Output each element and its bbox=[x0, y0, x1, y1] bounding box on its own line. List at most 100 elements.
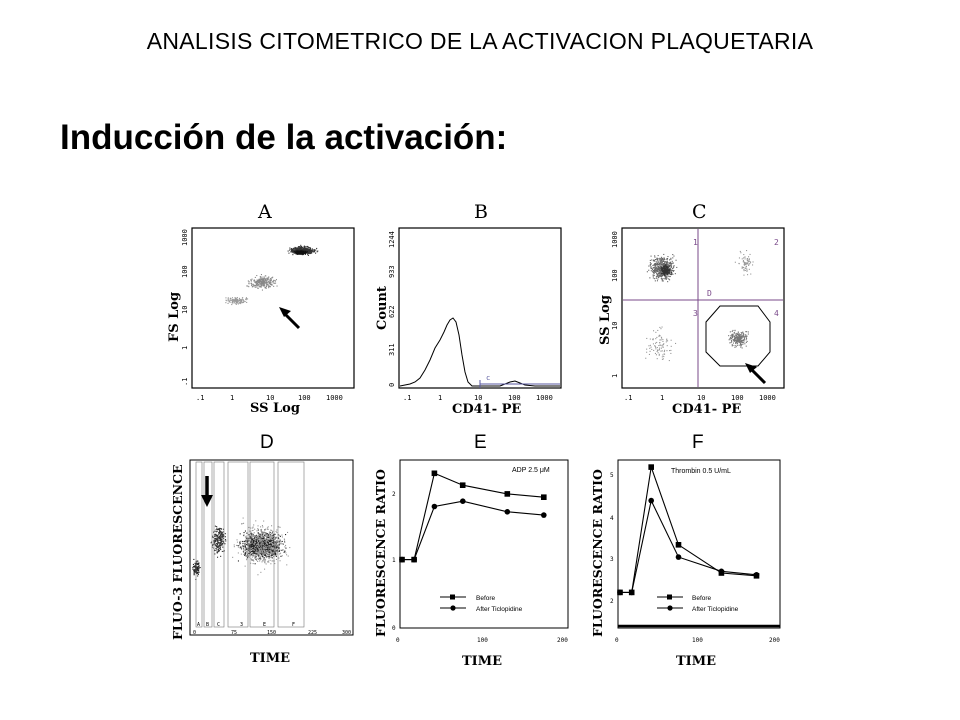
panel-c-gate bbox=[705, 305, 771, 367]
panel-f-ytick: 3 bbox=[610, 556, 614, 563]
chart-f-point bbox=[648, 497, 654, 504]
chart-e-point bbox=[504, 509, 511, 515]
panel-b-ylabel: Count bbox=[375, 286, 390, 330]
panel-d-xtick: 0 bbox=[193, 630, 196, 636]
panel-b-ytick: 1244 bbox=[388, 231, 396, 248]
panel-c-quadrant: 2 bbox=[774, 238, 779, 247]
chart-f-point bbox=[628, 589, 635, 596]
chart-e-series-line-1 bbox=[402, 500, 544, 561]
panel-f-chart bbox=[617, 464, 760, 596]
panel-a-xtick: .1 bbox=[196, 394, 204, 402]
chart-f-point bbox=[675, 554, 682, 560]
chart-f-point bbox=[675, 542, 682, 548]
chart-e-point bbox=[431, 503, 438, 510]
panel-a-xtick: 10 bbox=[266, 394, 274, 402]
panel-e-ytick: 0 bbox=[392, 625, 396, 632]
panel-c-xtick: .1 bbox=[624, 394, 632, 402]
panel-c-xtick: 1000 bbox=[759, 394, 776, 402]
panel-a-ytick: 1 bbox=[181, 346, 189, 350]
panel-letter-c: C bbox=[692, 201, 707, 223]
panel-b-xtick: 1 bbox=[438, 394, 442, 402]
chart-f-series-line-0 bbox=[620, 466, 757, 593]
panel-letter-b: B bbox=[474, 201, 488, 223]
panel-b-ytick: 311 bbox=[388, 343, 396, 356]
panel-c-ytick: 10 bbox=[611, 322, 619, 330]
panel-a-ytick: 10 bbox=[181, 306, 189, 314]
panel-e-annotation: ADP 2.5 μM bbox=[512, 467, 550, 474]
panel-e-legend-label: Before bbox=[476, 595, 496, 602]
panel-c-ytick: 1000 bbox=[611, 231, 619, 248]
panel-d-segment: E bbox=[263, 622, 266, 628]
panel-c-xtick: 100 bbox=[731, 394, 744, 402]
panel-f-xtick: 100 bbox=[692, 637, 703, 644]
arrow-icon bbox=[279, 307, 301, 330]
panel-b-ytick: 933 bbox=[388, 265, 396, 278]
panel-c-xlabel: CD41- PE bbox=[672, 402, 741, 417]
panel-f-ytick: 2 bbox=[610, 598, 614, 605]
panel-e: ADP 2.5 μM Before After Ticlopidine 0 10… bbox=[373, 459, 569, 669]
panel-b-gate-label: c bbox=[486, 374, 490, 382]
panel-f: Thrombin 0.5 U/mL Before After Ticlopidi… bbox=[590, 459, 781, 669]
panel-a-scatter bbox=[225, 244, 319, 306]
panel-f-xtick: 200 bbox=[769, 637, 780, 644]
panel-f-frame bbox=[617, 459, 781, 629]
panel-d-xtick: 225 bbox=[308, 630, 317, 636]
panel-e-ylabel: FLUORESCENCE RATIO bbox=[373, 469, 388, 637]
panel-d-xtick: 75 bbox=[231, 630, 237, 636]
panel-d-segments bbox=[195, 461, 305, 628]
panel-f-annotation: Thrombin 0.5 U/mL bbox=[671, 468, 731, 475]
arrow-icon bbox=[745, 363, 767, 385]
panel-letter-e: E bbox=[474, 432, 487, 453]
panel-c-xtick: 1 bbox=[660, 394, 664, 402]
panel-c-frame bbox=[621, 227, 785, 389]
chart-e-point bbox=[411, 556, 417, 563]
panel-d-segment: 3 bbox=[240, 622, 243, 628]
panel-d-ylabel: FLUO-3 FLUORESCENCE bbox=[170, 464, 185, 640]
panel-f-legend: Before After Ticlopidine bbox=[657, 594, 739, 613]
panel-b: c .1 1 10 100 1000 CD41- PE 0 311 622 93… bbox=[375, 227, 562, 417]
panel-d-segment: C bbox=[217, 622, 220, 628]
chart-e-point bbox=[541, 494, 547, 500]
panel-c-quadrant: 4 bbox=[774, 309, 779, 318]
panel-f-legend-label: After Ticlopidine bbox=[692, 606, 739, 613]
panel-d-segment: B bbox=[206, 622, 209, 628]
panel-c-quadrant: 3 bbox=[693, 309, 698, 318]
panel-a-ytick: 100 bbox=[181, 265, 189, 278]
panel-a-xtick: 1 bbox=[230, 394, 234, 402]
panel-b-ytick: 0 bbox=[388, 383, 396, 387]
panel-b-xlabel: CD41- PE bbox=[452, 402, 521, 417]
chart-e-series-line-0 bbox=[402, 472, 544, 561]
panel-e-chart bbox=[399, 470, 547, 563]
panel-c: 1 2 3 4 D .1 1 10 100 1000 CD41- PE 1 10… bbox=[598, 227, 785, 417]
panel-d: A B C 3 E F 0 75 150 225 300 TIME FLUO-3… bbox=[170, 459, 354, 666]
panel-letter-d: D bbox=[260, 432, 274, 453]
chart-e-point bbox=[541, 512, 547, 518]
panel-e-xtick: 100 bbox=[477, 637, 488, 644]
panel-e-frame bbox=[399, 459, 569, 629]
chart-f-point bbox=[753, 572, 760, 578]
panel-a: .1 1 10 100 1000 SS Log .1 1 10 100 1000… bbox=[167, 227, 355, 416]
panel-d-xtick: 300 bbox=[342, 630, 351, 636]
panel-letter-a: A bbox=[257, 201, 272, 223]
panel-b-histogram bbox=[399, 317, 560, 387]
chart-e-point bbox=[459, 482, 466, 488]
chart-f-point bbox=[648, 464, 654, 470]
chart-e-point bbox=[431, 470, 438, 477]
slide-subtitle: Inducción de la activación: bbox=[60, 118, 508, 157]
panel-c-ylabel: SS Log bbox=[598, 295, 613, 345]
panel-a-ytick: 1000 bbox=[181, 229, 189, 246]
panel-a-xtick: 1000 bbox=[326, 394, 343, 402]
panel-b-xtick: 1000 bbox=[536, 394, 553, 402]
panel-b-ytick: 622 bbox=[388, 305, 396, 318]
panel-b-xtick: .1 bbox=[403, 394, 411, 402]
panel-c-ytick: 1 bbox=[611, 374, 619, 378]
panel-e-ytick: 1 bbox=[392, 557, 396, 564]
panel-a-xlabel: SS Log bbox=[250, 401, 300, 416]
panel-e-xtick: 200 bbox=[557, 637, 568, 644]
chart-e-point bbox=[504, 491, 511, 497]
panel-a-frame bbox=[191, 227, 355, 389]
panel-a-xtick: 100 bbox=[298, 394, 311, 402]
panel-e-ytick: 2 bbox=[392, 491, 396, 498]
panel-d-segment: A bbox=[197, 622, 200, 628]
